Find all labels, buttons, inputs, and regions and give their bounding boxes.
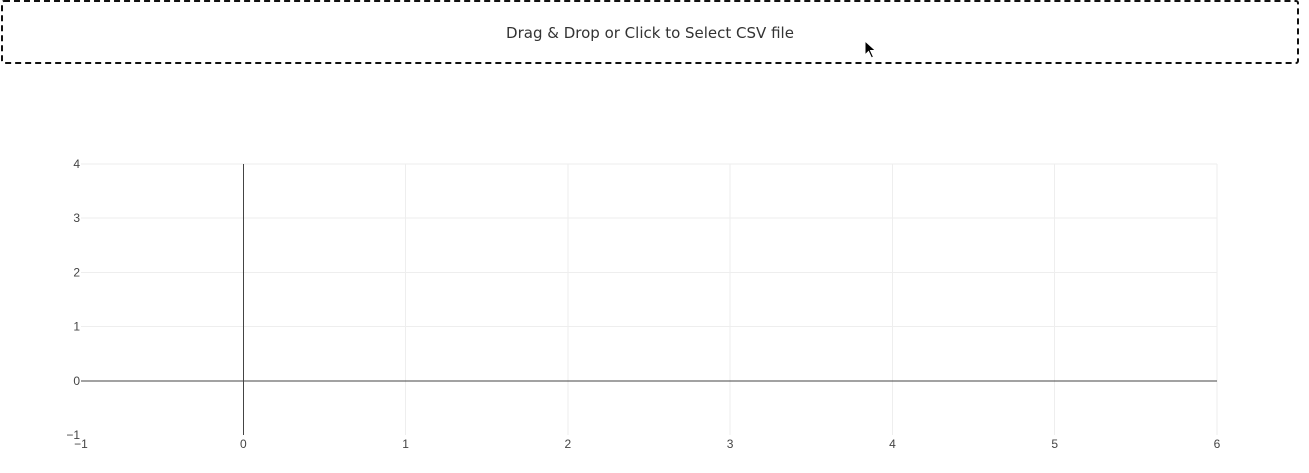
y-tick-label: 0 [73,374,80,388]
y-axis-ticks: −1 0 1 2 3 4 [66,157,80,442]
upload-label: Drag & Drop or Click to Select CSV file [506,23,794,42]
x-tick-label: 0 [240,437,247,451]
zero-lines [81,164,1217,435]
y-tick-label: 3 [73,211,80,225]
x-tick-label: −1 [74,437,88,451]
csv-upload-dropzone[interactable]: Drag & Drop or Click to Select CSV file [1,0,1299,64]
x-tick-label: 6 [1214,437,1221,451]
grid-layer [81,163,1218,435]
y-tick-label: 2 [73,265,80,279]
x-tick-label: 5 [1051,437,1058,451]
x-tick-label: 2 [565,437,572,451]
y-tick-label: 1 [73,320,80,334]
y-tick-label: 4 [73,157,80,171]
y-tick-label: −1 [66,428,80,442]
x-tick-label: 1 [402,437,409,451]
plot-drag-area[interactable] [81,164,1217,435]
x-tick-label: 4 [889,437,896,451]
x-axis-ticks: −1 0 1 2 3 4 5 6 [74,437,1221,451]
x-tick-label: 3 [727,437,734,451]
